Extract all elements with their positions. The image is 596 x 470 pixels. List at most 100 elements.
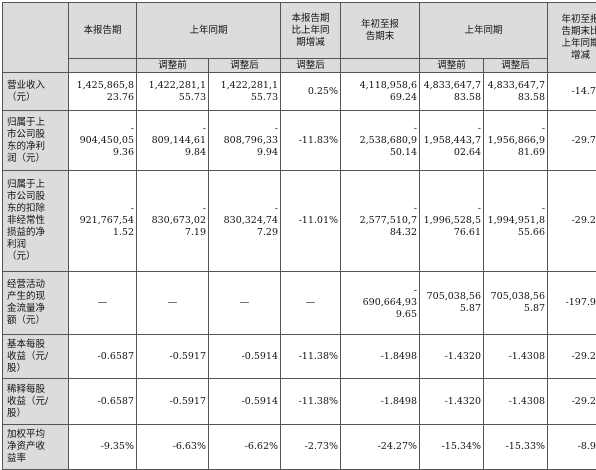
header-row-sub: 调整前 调整后 调整后 调整前 调整后 [3, 59, 596, 73]
row-label-line: 非经常性 [7, 215, 66, 227]
cell-text: -9.35% [71, 441, 134, 453]
table-cell: -1.8498 [341, 335, 420, 379]
cell-text: -14.79% [550, 86, 596, 98]
cell-text: -1.4320 [422, 351, 481, 363]
table-cell: -0.5917 [137, 379, 209, 425]
cell-text: -1.4308 [486, 351, 545, 363]
header-prior-year-ytd: 上年同期 [420, 3, 548, 59]
sub-header-after-adjustment: 调整后 [484, 59, 548, 73]
table-cell: -29.73% [548, 111, 596, 171]
cell-text: 705,038,56 [422, 291, 481, 303]
cell-text: - [139, 123, 206, 135]
cell-text: - [139, 203, 206, 215]
row-label-line: 市公司股 [7, 191, 66, 203]
cell-text: — [139, 297, 206, 309]
cell-text: 7.29 [211, 227, 278, 239]
row-label-line: （元） [7, 251, 66, 263]
cell-text: -0.5917 [139, 396, 206, 408]
sub-header-after-adjustment-change: 调整后 [281, 59, 341, 73]
cell-text: 69.24 [343, 92, 417, 104]
table-cell: -0.6587 [69, 379, 137, 425]
cell-text: -11.83% [283, 135, 338, 147]
cell-text: - [71, 123, 134, 135]
table-cell: -11.83% [281, 111, 341, 171]
header-ytd-change: 年初至报 告期末比 上年同期 增减 [548, 3, 596, 73]
corner-cell [3, 3, 69, 73]
row-label-line: 东的扣除 [7, 203, 66, 215]
cell-text: 830,324,74 [211, 215, 278, 227]
table-cell: 0.25% [281, 73, 341, 111]
cell-text: -0.5914 [211, 396, 278, 408]
table-cell: -6.63% [137, 425, 209, 470]
table-cell: — [69, 272, 137, 335]
row-label: 归属于上市公司股东的扣除非经常性损益的净利润（元） [3, 171, 69, 272]
cell-text: 9.36 [71, 147, 134, 159]
table-cell: -0.6587 [69, 335, 137, 379]
cell-text: 81.69 [486, 147, 545, 159]
row-weighted-roe: 加权平均净资产收益率-9.35%-6.63%-6.62%-2.73%-24.27… [3, 425, 596, 470]
header-period-change: 本报告期 比上年同 期增减 [281, 3, 341, 59]
table-cell: -14.79% [548, 73, 596, 111]
cell-text: 23.76 [71, 92, 134, 104]
row-basic-eps: 基本每股收益（元/股）-0.6587-0.5917-0.5914-11.38%-… [3, 335, 596, 379]
cell-text: -11.38% [283, 396, 338, 408]
header-row-top: 本报告期 上年同期 本报告期 比上年同 期增减 年初至报 告期末 上年同期 年初… [3, 3, 596, 59]
table-cell: -29.28% [548, 335, 596, 379]
row-label-line: 稀释每股 [7, 384, 66, 396]
table-cell: -15.34% [420, 425, 484, 470]
row-label-line: 经营活动 [7, 279, 66, 291]
cell-text: - [343, 123, 417, 135]
cell-text: 690,664,93 [343, 297, 417, 309]
cell-text: 9.84 [139, 147, 206, 159]
table-cell: — [209, 272, 281, 335]
row-label-line: 产生的现 [7, 291, 66, 303]
table-cell: -0.5917 [137, 335, 209, 379]
row-label-line: 利润 [7, 239, 66, 251]
cell-text: -0.6587 [71, 351, 134, 363]
cell-text: 9.65 [343, 309, 417, 321]
cell-text: -2.73% [283, 441, 338, 453]
row-label-line: 归属于上 [7, 179, 66, 191]
cell-text: - [71, 203, 134, 215]
cell-text: — [71, 297, 134, 309]
cell-text: -0.6587 [71, 396, 134, 408]
row-label-line: 股） [7, 408, 66, 420]
table-cell: -15.33% [484, 425, 548, 470]
cell-text: - [422, 123, 481, 135]
row-label: 归属于上市公司股东的净利润（元） [3, 111, 69, 171]
row-label-line: 收益（元/ [7, 351, 66, 363]
cell-text: -29.28% [550, 351, 596, 363]
table-cell: -8.94% [548, 425, 596, 470]
cell-text: 1,425,865,8 [71, 80, 134, 92]
row-label: 稀释每股收益（元/股） [3, 379, 69, 425]
cell-text: 1.52 [71, 227, 134, 239]
cell-text: 50.14 [343, 147, 417, 159]
table-cell: -1.4320 [420, 335, 484, 379]
cell-text: 83.58 [486, 92, 545, 104]
table-cell: -11.01% [281, 171, 341, 272]
table-cell: -24.27% [341, 425, 420, 470]
cell-text: -29.73% [550, 135, 596, 147]
row-label-line: 市公司股 [7, 129, 66, 141]
cell-text: 2,577,510,7 [343, 215, 417, 227]
row-label-line: 加权平均 [7, 429, 66, 441]
cell-text: -1.4320 [422, 396, 481, 408]
cell-text: 1,994,951,8 [486, 215, 545, 227]
cell-text: -1.8498 [343, 351, 417, 363]
cell-text: 55.66 [486, 227, 545, 239]
